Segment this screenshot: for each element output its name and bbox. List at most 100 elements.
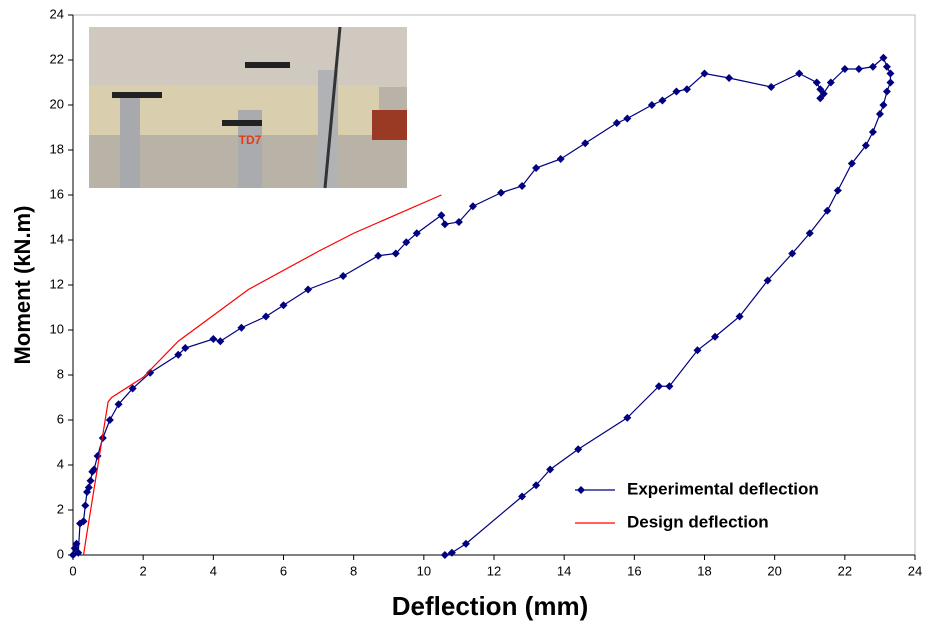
- data-point: [767, 83, 776, 91]
- data-point: [532, 481, 541, 490]
- y-tick-label: 0: [57, 546, 64, 561]
- data-point: [556, 155, 565, 163]
- data-point: [682, 85, 691, 94]
- data-point: [700, 69, 709, 78]
- data-point: [216, 337, 225, 346]
- data-point: [209, 335, 218, 343]
- y-tick-label: 22: [50, 51, 64, 66]
- data-point: [339, 272, 348, 280]
- x-tick-label: 16: [627, 563, 641, 578]
- y-tick-label: 8: [57, 366, 64, 381]
- data-point: [879, 101, 888, 109]
- y-tick-label: 18: [50, 141, 64, 156]
- x-tick-label: 6: [280, 563, 287, 578]
- data-point: [468, 202, 477, 211]
- data-point: [440, 551, 449, 559]
- series-line: [82, 194, 442, 556]
- data-point: [146, 368, 155, 377]
- data-point: [574, 445, 583, 454]
- data-point: [74, 548, 83, 557]
- data-point: [816, 94, 825, 103]
- data-point: [440, 220, 449, 229]
- data-point: [735, 312, 744, 321]
- x-tick-label: 4: [210, 563, 217, 578]
- y-tick-label: 16: [50, 186, 64, 201]
- data-point: [826, 78, 835, 87]
- data-point: [497, 188, 506, 197]
- data-point: [854, 65, 863, 73]
- data-point: [114, 400, 123, 409]
- data-point: [84, 483, 93, 492]
- data-point: [868, 62, 877, 71]
- data-point: [882, 62, 891, 71]
- data-point: [447, 548, 456, 557]
- data-point: [391, 249, 400, 258]
- data-point: [847, 159, 856, 168]
- data-point: [823, 206, 832, 215]
- x-tick-label: 14: [557, 563, 571, 578]
- data-point: [886, 78, 895, 87]
- x-tick-label: 10: [417, 563, 431, 578]
- data-point: [304, 285, 313, 294]
- data-point: [518, 492, 527, 501]
- data-point: [546, 465, 555, 474]
- data-point: [816, 85, 825, 94]
- data-point: [532, 164, 541, 172]
- data-point: [658, 96, 667, 105]
- y-tick-label: 14: [50, 231, 64, 246]
- data-point: [518, 182, 527, 190]
- data-point: [763, 276, 772, 285]
- y-tick-label: 10: [50, 321, 64, 336]
- y-tick-label: 24: [50, 6, 64, 21]
- data-point: [788, 249, 797, 258]
- y-tick-label: 20: [50, 96, 64, 111]
- data-point: [105, 416, 114, 424]
- data-point: [795, 69, 804, 78]
- data-point: [886, 69, 895, 78]
- x-tick-label: 24: [908, 563, 922, 578]
- data-point: [861, 141, 870, 150]
- data-point: [412, 229, 421, 238]
- data-point: [623, 413, 632, 422]
- data-point: [81, 501, 90, 510]
- data-point: [879, 53, 888, 62]
- data-point: [90, 465, 99, 474]
- data-point: [79, 517, 88, 526]
- y-tick-label: 4: [57, 456, 64, 471]
- y-tick-label: 6: [57, 411, 64, 426]
- series-line: [72, 56, 892, 556]
- data-point: [454, 218, 463, 226]
- data-point: [840, 65, 849, 73]
- data-point: [693, 346, 702, 355]
- data-point: [868, 128, 877, 136]
- data-point: [181, 344, 190, 352]
- x-tick-label: 22: [838, 563, 852, 578]
- x-tick-label: 20: [767, 563, 781, 578]
- data-point: [461, 539, 470, 548]
- legend-label: Design deflection: [627, 512, 769, 531]
- data-point: [882, 87, 891, 96]
- legend-marker: [577, 486, 585, 494]
- y-axis-label: Moment (kN.m): [10, 206, 35, 365]
- data-point: [402, 238, 411, 247]
- data-point: [128, 384, 137, 393]
- x-tick-label: 8: [350, 563, 357, 578]
- data-point: [711, 332, 720, 341]
- data-point: [174, 350, 183, 359]
- data-point: [237, 323, 246, 332]
- x-axis-label: Deflection (mm): [392, 591, 588, 621]
- x-tick-label: 18: [697, 563, 711, 578]
- data-point: [672, 87, 681, 96]
- data-point: [261, 312, 270, 321]
- data-point: [279, 301, 288, 310]
- data-point: [725, 74, 734, 82]
- data-point: [623, 114, 632, 123]
- data-point: [374, 251, 383, 260]
- data-point: [805, 229, 814, 238]
- x-tick-label: 2: [140, 563, 147, 578]
- data-point: [654, 382, 663, 391]
- x-tick-label: 12: [487, 563, 501, 578]
- inset-label: TD7: [239, 133, 262, 147]
- y-tick-label: 2: [57, 501, 64, 516]
